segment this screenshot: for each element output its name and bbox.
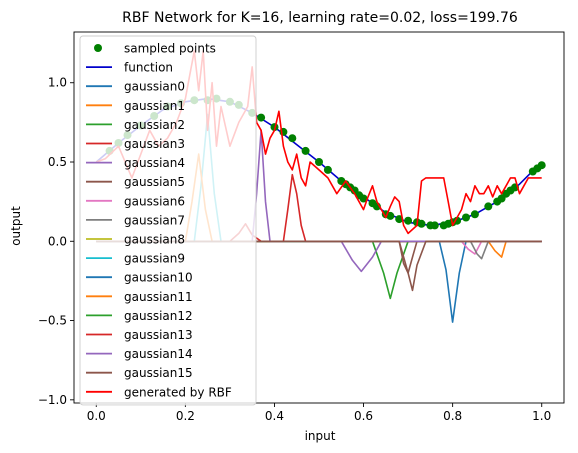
- x-tick-label: 0.2: [176, 409, 195, 423]
- legend-label: gaussian14: [124, 347, 193, 361]
- legend-label: gaussian1: [124, 99, 185, 113]
- legend-label: gaussian10: [124, 271, 193, 285]
- sampled-point: [301, 146, 310, 155]
- gaussian-line-15: [96, 240, 542, 292]
- axes-frame: [73, 31, 565, 404]
- axis-ticks: 0.0 0.2 0.4 0.6 0.8 1.0 −1.0 −0.5 0.0 0.5 1.0: [38, 76, 551, 423]
- x-axis-label: input: [305, 429, 336, 443]
- legend-label: gaussian12: [124, 309, 193, 323]
- y-axis-label: output: [9, 206, 23, 246]
- x-tick-label: 1.0: [532, 409, 551, 423]
- legend-label: gaussian9: [124, 252, 185, 266]
- legend-label: function: [124, 61, 173, 75]
- sampled-point: [395, 215, 404, 224]
- y-tick-label: −1.0: [38, 393, 67, 407]
- sampled-point: [386, 211, 395, 220]
- legend-label: gaussian7: [124, 213, 185, 227]
- legend-marker: [94, 44, 102, 52]
- sampled-point: [453, 216, 462, 225]
- y-tick-label: 0.0: [48, 234, 67, 248]
- legend-label: gaussian11: [124, 290, 193, 304]
- x-tick-label: 0.4: [265, 409, 284, 423]
- legend-label: gaussian2: [124, 118, 185, 132]
- sampled-point: [288, 134, 297, 143]
- legend-label: generated by RBF: [124, 385, 232, 399]
- legend-label: gaussian4: [124, 156, 185, 170]
- sampled-point: [462, 213, 470, 222]
- sampled-point: [417, 219, 426, 228]
- legend-label: gaussian6: [124, 194, 185, 208]
- gaussian-line-13: [96, 173, 542, 243]
- y-tick-label: −0.5: [38, 314, 67, 328]
- sampled-point: [404, 216, 413, 225]
- legend-box: [79, 35, 257, 406]
- sampled-point: [257, 113, 266, 122]
- sampled-point: [315, 158, 323, 166]
- sampled-point: [323, 165, 332, 174]
- y-tick-label: 0.5: [48, 155, 67, 169]
- legend-label: gaussian0: [124, 80, 185, 94]
- legend: sampled points function gaussian0 gaussian1…: [79, 35, 257, 406]
- legend-label: gaussian8: [124, 233, 185, 247]
- legend-label: gaussian13: [124, 328, 193, 342]
- y-tick-label: 1.0: [48, 76, 67, 90]
- x-tick-label: 0.0: [87, 409, 106, 423]
- legend-label: sampled points: [124, 42, 216, 56]
- sampled-point: [430, 221, 439, 230]
- x-tick-label: 0.6: [354, 409, 373, 423]
- x-tick-label: 0.8: [443, 409, 462, 423]
- sampled-point: [359, 194, 368, 203]
- legend-label: gaussian15: [124, 366, 193, 380]
- sampled-point: [470, 210, 479, 219]
- chart-title: RBF Network for K=16, learning rate=0.02…: [122, 10, 518, 26]
- legend-label: gaussian5: [124, 175, 185, 189]
- sampled-point: [484, 202, 493, 211]
- sampled-point: [537, 161, 546, 170]
- legend-label: gaussian3: [124, 137, 185, 151]
